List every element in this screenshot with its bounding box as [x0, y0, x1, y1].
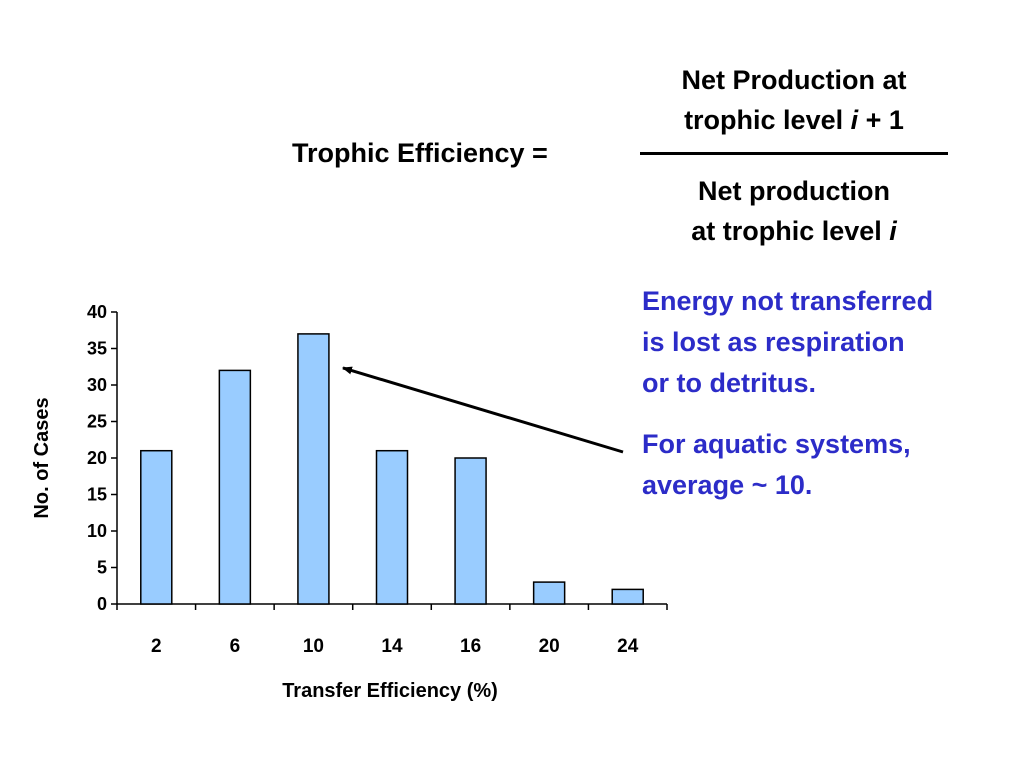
- note2-line-1: For aquatic systems,: [642, 429, 911, 459]
- y-tick-label: 25: [87, 412, 107, 432]
- chart-layer: 0 5 10 15 20 25 30 35 40 2 6 10 14 16 20 24 Transfer Eff…: [31, 302, 668, 702]
- bar: [140, 449, 173, 605]
- denominator-line-1: Net production: [698, 176, 890, 206]
- y-tick-label: 0: [97, 594, 107, 614]
- x-tick-label: 24: [617, 636, 639, 657]
- denominator-line-2: at trophic level i: [640, 211, 948, 251]
- numerator-line-1: Net Production at: [681, 65, 907, 95]
- y-axis-title: No. of Cases: [31, 397, 53, 518]
- bar: [611, 588, 644, 605]
- x-tick-label: 16: [460, 636, 481, 657]
- note1-line-1: Energy not transferred: [642, 286, 934, 316]
- fraction-denominator: Net production at trophic level i: [640, 171, 948, 251]
- x-tick-label: 20: [539, 636, 560, 657]
- bar: [532, 581, 566, 605]
- denominator-variable: i: [889, 216, 897, 246]
- x-tick-label: 10: [303, 636, 324, 657]
- note2-line-2: average ~ 10.: [642, 470, 813, 500]
- annotation-arrow: [341, 366, 624, 454]
- x-axis-title: Transfer Efficiency (%): [282, 680, 498, 702]
- note-aquatic-average: For aquatic systems, average ~ 10.: [642, 424, 1020, 506]
- y-tick-label: 15: [87, 485, 107, 505]
- numerator-text: trophic level: [684, 105, 851, 135]
- denominator-text: at trophic level: [691, 216, 890, 246]
- x-tick-label: 6: [230, 636, 241, 657]
- efficiency-fraction: Net Production at trophic level i + 1 Ne…: [640, 60, 948, 251]
- numerator-line-2: trophic level i + 1: [640, 100, 948, 140]
- y-tick-label: 10: [87, 521, 107, 541]
- y-tick-label: 20: [87, 448, 107, 468]
- y-tick-label: 5: [97, 558, 107, 578]
- bar: [297, 333, 330, 605]
- y-tick-label: 40: [87, 302, 107, 322]
- fraction-bar: [640, 152, 948, 155]
- x-tick-label: 14: [381, 636, 403, 657]
- bar: [454, 457, 487, 605]
- y-tick-label: 35: [87, 339, 107, 359]
- numerator-variable: i: [850, 105, 859, 135]
- note1-line-2: is lost as respiration: [642, 327, 905, 357]
- equation-label: Trophic Efficiency =: [292, 138, 548, 168]
- x-tick-label: 2: [151, 636, 162, 657]
- note-energy-loss: Energy not transferred is lost as respir…: [642, 281, 1020, 404]
- numerator-suffix: + 1: [858, 105, 904, 135]
- y-tick-label: 30: [87, 375, 107, 395]
- fraction-numerator: Net Production at trophic level i + 1: [640, 60, 948, 140]
- bar: [375, 449, 409, 605]
- bar: [218, 369, 252, 605]
- note1-line-3: or to detritus.: [642, 368, 816, 398]
